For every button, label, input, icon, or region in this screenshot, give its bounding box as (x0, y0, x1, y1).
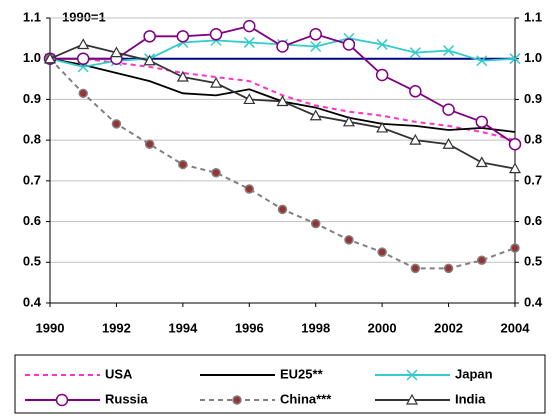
marker (55, 393, 69, 407)
marker-x (476, 55, 488, 67)
marker (276, 40, 289, 53)
marker (509, 53, 521, 65)
legend-label: Russia (105, 391, 148, 406)
marker (310, 218, 321, 229)
marker (78, 88, 88, 99)
marker (443, 45, 455, 57)
y2-tick-label: 1.1 (524, 9, 542, 24)
marker (342, 38, 356, 51)
y-tick-label: 0.4 (23, 294, 42, 309)
marker (209, 28, 223, 41)
x-tick-label: 2000 (368, 320, 397, 335)
marker (277, 204, 288, 215)
marker (309, 28, 322, 41)
y2-tick-label: 0.8 (524, 132, 542, 147)
x-tick-label: 1990 (36, 320, 65, 335)
marker (409, 85, 422, 98)
marker (244, 184, 255, 194)
marker (210, 76, 223, 88)
legend-box (14, 354, 546, 414)
marker (144, 139, 155, 149)
x-tick-label: 2004 (501, 320, 531, 335)
marker (178, 159, 188, 170)
y-tick-label: 0.8 (23, 132, 41, 147)
marker (376, 38, 388, 50)
marker (476, 55, 488, 67)
marker (344, 235, 354, 245)
legend-label: USA (105, 366, 133, 381)
y2-tick-label: 0.6 (524, 213, 542, 228)
marker (409, 47, 421, 59)
x-tick-label: 1992 (102, 320, 131, 335)
series-line (49, 58, 516, 270)
legend-label: EU25** (280, 366, 324, 381)
y2-tick-label: 0.7 (524, 172, 542, 187)
marker (276, 95, 289, 107)
marker (43, 52, 57, 64)
marker-x (310, 40, 322, 53)
marker (310, 40, 322, 53)
marker (405, 393, 419, 405)
marker-x (509, 53, 521, 65)
marker (211, 167, 221, 178)
x-tick-label: 1996 (235, 320, 264, 335)
marker-x (406, 369, 418, 381)
marker (443, 263, 454, 274)
marker (442, 137, 455, 149)
y2-tick-label: 1.0 (524, 50, 542, 65)
marker-x (243, 36, 255, 48)
marker (176, 30, 190, 43)
marker (508, 137, 522, 151)
x-tick-label: 1998 (301, 320, 330, 335)
marker (76, 52, 90, 65)
y2-tick-label: 0.9 (524, 91, 542, 106)
marker (309, 109, 322, 121)
y-tick-label: 0.9 (23, 91, 41, 106)
marker (110, 46, 123, 58)
marker (508, 162, 522, 174)
y-tick-label: 1.1 (23, 9, 41, 24)
marker (376, 121, 389, 133)
x-tick-label: 2002 (434, 320, 463, 335)
y-tick-label: 0.6 (23, 213, 41, 228)
marker (143, 30, 156, 43)
marker (243, 93, 256, 105)
marker (410, 263, 421, 274)
legend-label: Japan (455, 366, 493, 381)
marker (176, 70, 189, 82)
marker (406, 369, 418, 381)
y2-tick-label: 0.5 (524, 254, 542, 269)
marker (409, 133, 422, 145)
marker (342, 115, 355, 127)
marker (477, 255, 487, 265)
y2-tick-label: 0.4 (524, 294, 543, 309)
marker-x (443, 45, 455, 57)
marker-x (376, 38, 388, 50)
marker (510, 243, 520, 253)
y-tick-label: 0.5 (23, 254, 41, 269)
marker (243, 19, 256, 33)
x-tick-label: 1994 (168, 320, 198, 335)
y-tick-label: 1.0 (23, 50, 41, 65)
marker (77, 38, 90, 50)
legend-label: India (455, 391, 486, 406)
marker (475, 115, 489, 129)
legend-label: China*** (280, 391, 332, 406)
marker (111, 119, 122, 129)
marker (232, 395, 242, 405)
marker (475, 156, 488, 168)
marker (375, 68, 389, 82)
annotation: 1990=1 (62, 9, 106, 24)
marker (442, 103, 455, 116)
marker (143, 54, 156, 66)
y-tick-label: 0.7 (23, 172, 41, 187)
marker (377, 247, 387, 257)
marker (243, 36, 255, 48)
marker-x (409, 47, 421, 59)
